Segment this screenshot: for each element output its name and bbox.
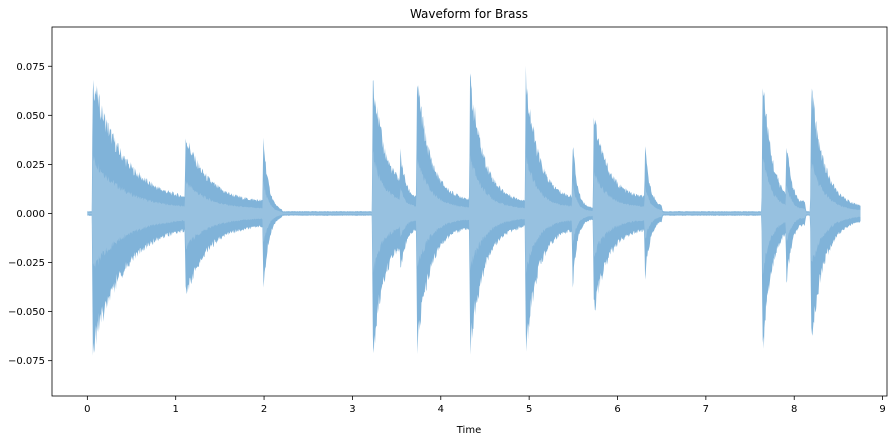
chart-title: Waveform for Brass bbox=[410, 7, 528, 21]
x-tick-label: 8 bbox=[791, 404, 797, 415]
x-tick-label: 2 bbox=[261, 404, 267, 415]
y-axis-ticks: −0.075 −0.050 −0.025 0.000 0.025 0.050 0.075 bbox=[8, 62, 52, 367]
y-tick-label: 0.000 bbox=[16, 209, 45, 220]
y-tick-label: 0.075 bbox=[16, 62, 45, 73]
y-tick-label: −0.050 bbox=[8, 307, 45, 318]
x-axis-label: Time bbox=[456, 425, 481, 436]
x-axis-ticks: 0 1 2 3 4 5 6 7 8 9 bbox=[84, 396, 886, 415]
x-tick-label: 0 bbox=[84, 404, 90, 415]
y-tick-label: −0.075 bbox=[8, 356, 45, 367]
x-tick-label: 6 bbox=[614, 404, 620, 415]
y-tick-label: 0.050 bbox=[16, 111, 45, 122]
y-tick-label: 0.025 bbox=[16, 160, 45, 171]
x-tick-label: 5 bbox=[526, 404, 532, 415]
y-tick-label: −0.025 bbox=[8, 258, 45, 269]
plot-frame bbox=[51, 26, 888, 397]
x-tick-label: 3 bbox=[349, 404, 355, 415]
waveform-inner-path bbox=[87, 150, 861, 275]
x-tick-label: 4 bbox=[438, 404, 444, 415]
plot-area bbox=[87, 65, 861, 356]
x-tick-label: 9 bbox=[879, 404, 885, 415]
x-tick-label: 7 bbox=[703, 404, 709, 415]
x-tick-label: 1 bbox=[173, 404, 179, 415]
waveform-envelope-inner bbox=[87, 150, 861, 275]
